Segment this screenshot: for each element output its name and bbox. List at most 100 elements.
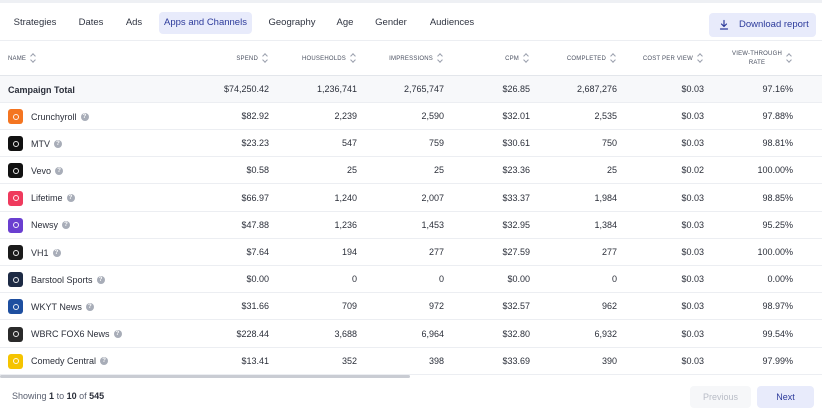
cell-cost-per-view: $0.03 [681,247,704,257]
tab-geography[interactable]: Geography [268,17,316,28]
sort-icon [30,54,37,63]
cell-spend: $228.44 [236,328,269,339]
cell-vtr: 98.97% [762,301,793,312]
tab-ads[interactable]: Ads [125,17,143,28]
cell-cpm: $32.95 [502,219,530,230]
download-report-button[interactable]: Download report [709,13,816,37]
cell-households: 547 [341,138,357,149]
column-header-view-through-rate[interactable]: VIEW-THROUGH RATE [720,41,793,76]
column-header-households[interactable]: HOUSEHOLDS [280,41,357,76]
column-vtr-label-line2: RATE [748,59,766,66]
cell-completed: 1,984 [594,192,617,203]
cell-households: 25 [346,165,357,176]
cell-cpm: $30.61 [502,138,530,149]
help-icon[interactable]: ? [96,275,105,284]
cell-impressions: 398 [428,355,444,366]
help-icon[interactable]: ? [66,194,75,203]
table-row: Barstool Sports? $0.00 0 0 $0.00 0 $0.03 0.00% [0,266,822,294]
sort-icon [697,54,704,63]
cell-impressions: 25 [433,165,444,176]
help-icon[interactable]: ? [100,357,109,366]
column-header-name[interactable]: NAME [8,41,37,76]
sort-icon [350,54,357,63]
tab-dates[interactable]: Dates [78,17,104,28]
previous-page-button[interactable]: Previous [690,386,751,408]
tab-gender[interactable]: Gender [375,17,407,28]
cell-households: 2,239 [334,111,357,121]
cell-completed: 0 [611,274,617,285]
column-header-spend[interactable]: SPEND [190,41,269,76]
help-icon[interactable]: ? [54,139,62,148]
table-row: WKYT News? $31.66 709 972 $32.57 962 $0.03 98.9… [0,293,822,321]
sort-icon [523,54,530,63]
cell-impressions: 2,765,747 [403,84,444,94]
help-icon[interactable]: ? [55,166,64,175]
crunchyroll-logo-icon [8,109,23,124]
cell-spend: $66.97 [241,192,269,203]
cell-cost-per-view: $0.02 [681,165,704,176]
barstool-logo-icon [8,272,23,288]
cell-view-through-rate: 97.16% [762,84,793,94]
row-name-cell: VH1? [8,239,61,266]
row-name: Newsy [31,220,59,231]
cell-impressions: 1,453 [421,219,444,230]
tab-audiences[interactable]: Audiences [429,17,475,28]
row-name-cell: Newsy? [8,212,71,239]
help-icon[interactable]: ? [80,112,89,121]
next-page-button[interactable]: Next [757,386,814,408]
vh1-logo-icon [8,245,23,260]
cell-completed: 6,932 [594,328,617,339]
cell-spend: $74,250.42 [223,84,269,94]
row-name-cell: Barstool Sports? [8,266,105,293]
horizontal-scrollbar[interactable] [0,375,410,378]
pagination-of-word: of [79,391,87,401]
top-divider [0,0,822,3]
row-name-cell: WKYT News? [8,293,94,320]
column-header-cpm[interactable]: CPM [470,41,530,76]
row-name: WBRC FOX6 News [31,329,110,340]
column-header-completed[interactable]: COMPLETED [550,41,617,76]
cell-vtr: 97.88% [762,111,793,121]
row-name-cell: Lifetime? [8,185,75,212]
cell-vtr: 100.00% [757,247,793,257]
column-header-cost-per-view[interactable]: COST PER VIEW [630,41,704,76]
tab-strategies[interactable]: Strategies [13,17,57,28]
tab-apps-and-channels[interactable]: Apps and Channels [159,12,252,34]
cell-cpm: $32.01 [502,111,530,121]
column-vtr-label-line1: VIEW-THROUGH [732,50,782,57]
cell-impressions: 0 [438,274,444,285]
help-icon[interactable]: ? [62,221,71,230]
download-report-label: Download report [739,19,809,30]
row-name: Comedy Central [31,356,97,367]
cell-cpm: $32.57 [502,301,530,312]
cell-completed: 2,687,276 [576,84,617,94]
cell-spend: $47.88 [241,219,269,230]
pagination-total: 545 [89,391,105,401]
cell-vtr: 97.99% [762,355,793,366]
cell-cost-per-view: $0.03 [681,328,704,339]
table-row: Comedy Central? $13.41 352 398 $33.69 390 $0.0… [0,348,822,375]
comedy-central-logo-icon [8,353,23,369]
help-icon[interactable]: ? [52,248,61,257]
help-icon[interactable]: ? [85,302,94,311]
pagination-to: 10 [66,391,77,401]
table-row-total: Campaign Total $74,250.42 1,236,741 2,76… [0,76,822,103]
cell-spend: $0.00 [246,274,269,285]
cell-households: 352 [341,355,357,366]
row-name: Lifetime [31,193,63,204]
pagination-summary: Showing 1 to 10 of 545 [12,391,104,401]
column-header-impressions[interactable]: IMPRESSIONS [370,41,444,76]
table-row: Newsy? $47.88 1,236 1,453 $32.95 1,384 $0.03 95… [0,212,822,239]
sort-icon [437,54,444,63]
cell-completed: 2,535 [594,111,617,121]
column-impressions-label: IMPRESSIONS [389,55,433,62]
download-icon [719,19,729,30]
row-name: WKYT News [31,301,82,312]
help-icon[interactable]: ? [113,330,122,339]
cell-households: 0 [351,274,357,285]
cell-spend: $82.92 [241,111,269,121]
mtv-logo-icon [8,136,23,152]
cell-completed: 277 [601,247,617,257]
tab-age[interactable]: Age [336,17,354,28]
cell-completed: 1,384 [594,219,617,230]
